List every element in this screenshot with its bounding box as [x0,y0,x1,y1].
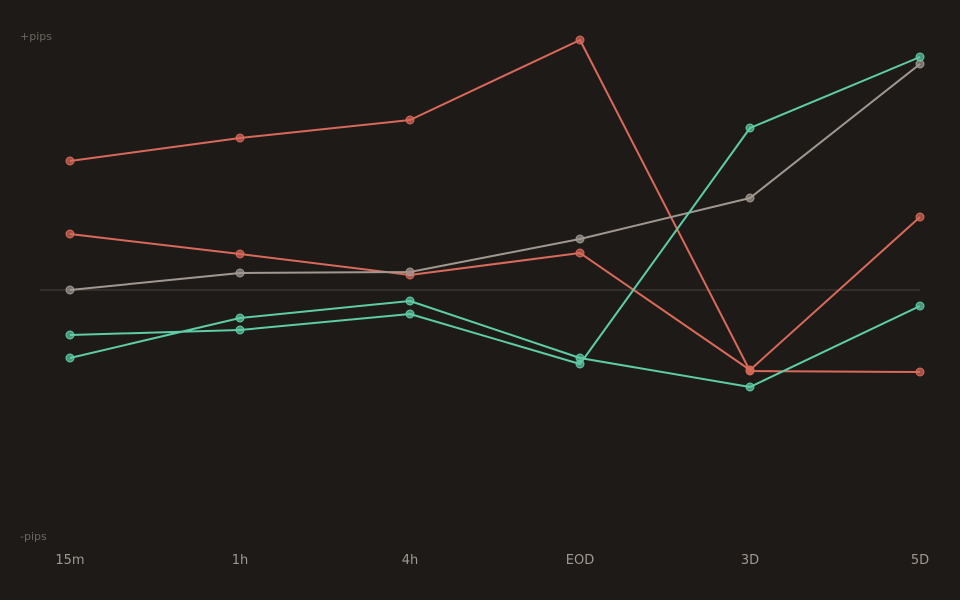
series-2-point-1h [235,249,245,259]
y-axis-bottom-label: -pips [20,530,47,543]
series-line-3 [69,63,921,291]
x-tick-label: EOD [566,553,594,568]
series-1-point-1h [235,133,245,143]
series-group [69,39,921,388]
x-tick-label: 5D [911,553,929,568]
series-3-point-EOD [575,234,585,244]
series-5-point-15m [65,353,75,363]
x-tick-label: 4h [402,553,419,568]
series-5-point-EOD [575,353,585,363]
series-4-point-1h [235,325,245,335]
series-line-2 [69,216,921,371]
series-4-point-4h [405,309,415,319]
series-2-point-EOD [575,248,585,258]
series-4-point-5D [915,52,925,62]
series-2-point-3D [745,365,755,375]
y-axis-top-label: +pips [20,30,52,43]
series-4-point-15m [65,330,75,340]
series-5-point-3D [745,382,755,392]
x-axis-ticks: 15m 1h 4h EOD 3D 5D [55,553,929,568]
series-2-point-5D [915,212,925,222]
series-4-point-3D [745,123,755,133]
points-group [65,35,925,392]
series-line-5 [69,300,921,388]
series-5-point-5D [915,301,925,311]
series-3-point-1h [235,268,245,278]
x-tick-label: 1h [232,553,249,568]
x-tick-label: 15m [55,553,84,568]
series-5-point-1h [235,313,245,323]
series-2-point-15m [65,229,75,239]
series-1-point-15m [65,156,75,166]
series-5-point-4h [405,296,415,306]
series-line-1 [69,39,921,373]
series-3-point-3D [745,193,755,203]
series-3-point-4h [405,267,415,277]
series-1-point-EOD [575,35,585,45]
series-3-point-15m [65,285,75,295]
series-1-point-4h [405,115,415,125]
series-line-4 [69,56,921,365]
x-tick-label: 3D [741,553,759,568]
series-1-point-5D [915,367,925,377]
